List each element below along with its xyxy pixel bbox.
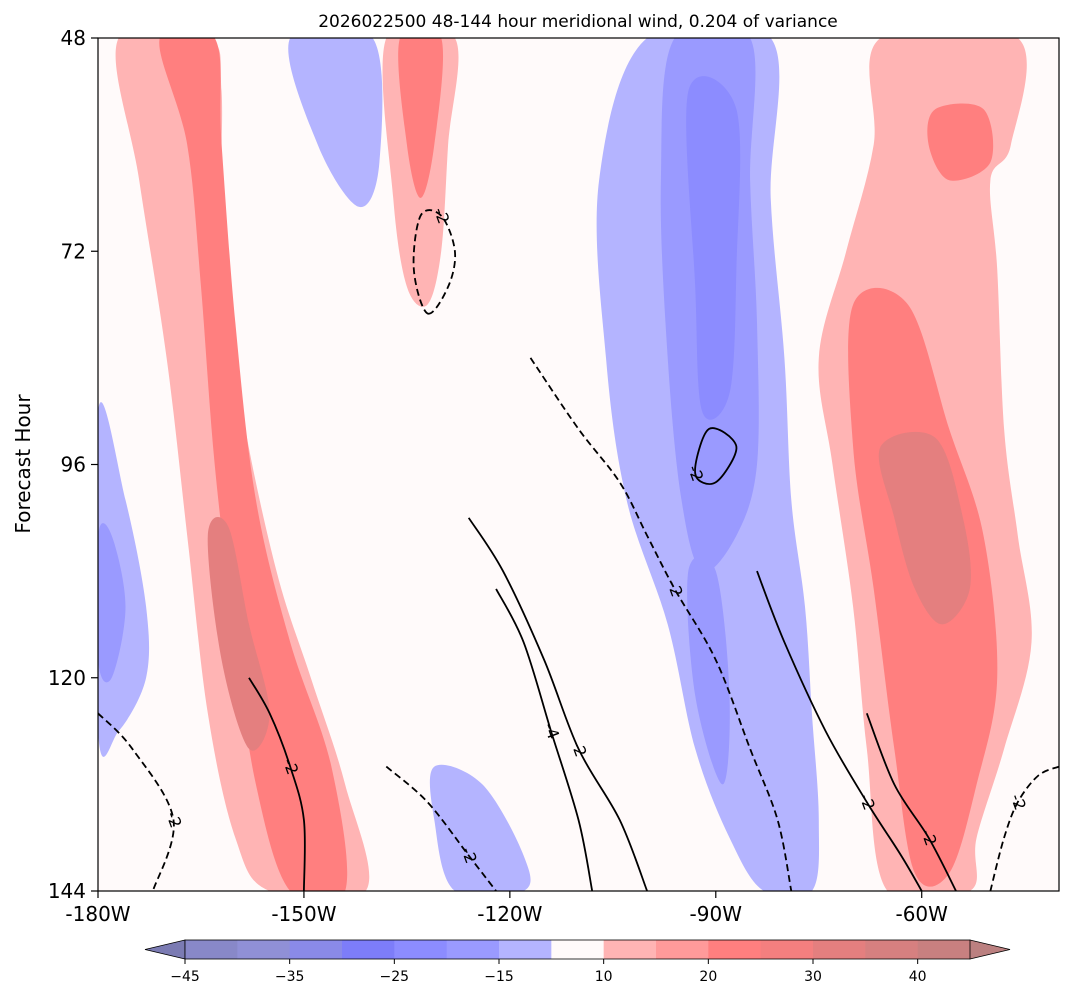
contour-label: -2 [162, 809, 185, 830]
contour-line [495, 588, 594, 891]
colorbar-extend-max [969, 939, 1011, 960]
x-tick-label: -120W [477, 902, 542, 926]
y-tick-label: 72 [61, 239, 86, 263]
colorbar-segment [551, 940, 605, 959]
contour-line [989, 765, 1059, 891]
colorbar-frame [184, 939, 971, 960]
filled-region [429, 764, 531, 891]
x-tick-label: -180W [65, 902, 130, 926]
contour-label: -2 [856, 791, 879, 812]
contour-line [98, 712, 175, 891]
colorbar-segment [603, 940, 657, 959]
colorbar-segment [342, 940, 395, 959]
x-axis: -180W -150W -120W -90W -60W [65, 891, 948, 926]
colorbar-extend-min [144, 939, 186, 960]
y-tick-label: 48 [61, 26, 86, 50]
filled-region [207, 516, 270, 751]
colorbar: −45 −35 −25 −15 10 20 30 40 [144, 939, 1011, 985]
colorbar-segment [917, 940, 971, 959]
filled-region [686, 76, 741, 420]
filled-region [687, 555, 730, 785]
contour-line [385, 765, 497, 891]
colorbar-segment [708, 940, 762, 959]
colorbar-tick-label: 20 [699, 969, 717, 985]
contour-label: -2 [457, 845, 480, 866]
colorbar-tick-label: 10 [595, 969, 613, 985]
colorbar-segment [185, 940, 238, 959]
x-tick-label: -150W [271, 902, 336, 926]
contour-label: -2 [279, 756, 302, 777]
colorbar-tick-label: 40 [909, 969, 927, 985]
colorbar-tick-label: −25 [380, 969, 410, 985]
contour-line [694, 427, 738, 485]
colorbar-segment [760, 940, 814, 959]
filled-contours [98, 38, 1032, 891]
filled-region [878, 431, 971, 625]
y-tick-label: 144 [48, 879, 86, 903]
contour-label: -2 [917, 827, 940, 848]
y-axis: 48 72 96 120 144 [48, 26, 98, 903]
y-tick-label: 120 [48, 666, 86, 690]
contour-line [467, 517, 648, 891]
contour-line [756, 570, 923, 891]
filled-region [288, 38, 383, 207]
colorbar-tick-label: −15 [484, 969, 514, 985]
filled-region [398, 38, 443, 198]
x-tick-label: -60W [895, 902, 948, 926]
contour-line [529, 357, 793, 891]
y-tick-label: 96 [61, 453, 86, 477]
colorbar-segment [394, 940, 448, 959]
contour-lines: -2-2-2-2-2-2-2-4-2-2-2 [98, 205, 1059, 891]
y-axis-label: Forecast Hour [11, 394, 35, 534]
colorbar-segment [289, 940, 343, 959]
colorbar-tick-label: 30 [804, 969, 822, 985]
colorbar-segment [865, 940, 919, 959]
contour-label: -2 [1007, 791, 1030, 812]
contour-label: -2 [567, 738, 590, 759]
chart-title: 2026022500 48-144 hour meridional wind, … [318, 12, 838, 32]
colorbar-segment [446, 940, 500, 959]
contour-line [248, 677, 306, 891]
contour-label: -2 [663, 578, 686, 599]
colorbar-tick-label: −45 [170, 969, 200, 985]
contour-label: -2 [684, 462, 707, 483]
filled-region [159, 38, 348, 891]
filled-region [98, 523, 126, 683]
contour-line [865, 712, 957, 891]
colorbar-segment [237, 940, 291, 959]
colorbar-segment [656, 940, 709, 959]
filled-region [927, 103, 994, 181]
contour-label: -2 [430, 205, 453, 226]
colorbar-tick-label: −35 [275, 969, 305, 985]
plot-area: -2-2-2-2-2-2-2-4-2-2-2 [98, 38, 1059, 891]
contour-line [412, 209, 457, 315]
colorbar-segment [499, 940, 552, 959]
x-tick-label: -90W [690, 902, 743, 926]
colorbar-segment [813, 940, 866, 959]
contour-label: -4 [540, 720, 563, 741]
